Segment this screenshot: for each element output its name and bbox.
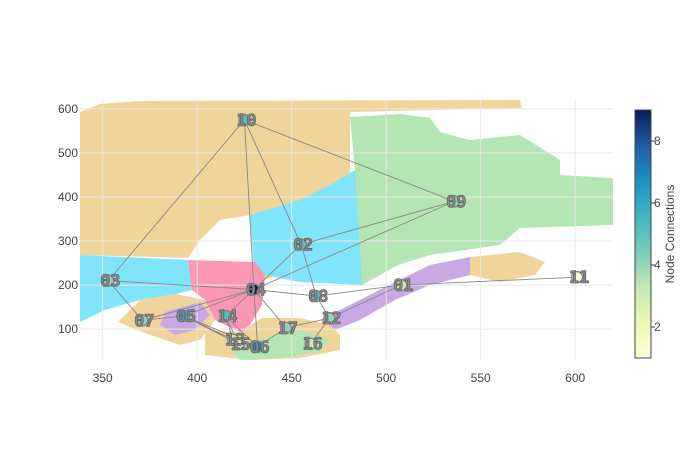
node-07[interactable] (136, 314, 149, 327)
edge-01-12 (329, 284, 402, 319)
edge-03-07 (108, 280, 143, 321)
node-04[interactable] (247, 283, 261, 296)
edge-04-06 (253, 289, 259, 347)
y-axis-ticks: 100 200 300 400 500 600 (58, 102, 78, 336)
map-region-central-pink (188, 260, 265, 332)
edge-04-08 (253, 289, 317, 297)
node-label-09: 09 (446, 192, 466, 212)
node-16[interactable] (304, 337, 317, 350)
y-tick-label: 500 (58, 146, 78, 160)
node-label-16: 16 (302, 335, 322, 355)
y-tick-label: 400 (58, 190, 78, 204)
x-tick-label: 550 (471, 371, 491, 385)
node-label-08: 08 (308, 287, 328, 307)
node-06[interactable] (251, 340, 264, 354)
map-region-east-tan (470, 252, 545, 282)
node-11[interactable] (570, 270, 584, 284)
edge-12-17 (285, 317, 330, 329)
edge-05-07 (142, 315, 185, 321)
x-tick-label: 600 (565, 371, 585, 385)
colorbar-tick-label: 4 (654, 258, 661, 272)
map-region-west-cyan (80, 255, 192, 322)
y-tick-label: 200 (58, 278, 78, 292)
edge-02-09 (301, 200, 455, 245)
map-region-east-green (350, 114, 613, 285)
background-map (80, 100, 613, 360)
node-label-03: 03 (100, 272, 120, 292)
node-label-01: 01 (393, 276, 413, 296)
node-12[interactable] (323, 311, 336, 325)
node-17[interactable] (279, 321, 293, 335)
colorbar-ticks: 2 4 6 8 (651, 134, 661, 334)
edge-02-08 (300, 244, 317, 297)
gridlines (80, 100, 613, 360)
edge-04-07 (142, 289, 255, 321)
node-label-11: 11 (569, 268, 589, 288)
edge-06-05 (183, 315, 258, 348)
edge-06-14 (225, 315, 258, 348)
edge-04-17 (253, 289, 287, 329)
colorbar-tick-label: 6 (654, 196, 661, 210)
node-14[interactable] (219, 309, 232, 323)
edge-08-01 (316, 284, 402, 297)
y-tick-label: 100 (58, 322, 78, 336)
node-08[interactable] (310, 289, 323, 303)
network-nodes (102, 113, 584, 354)
node-label-15: 15 (231, 335, 251, 355)
x-tick-label: 350 (93, 371, 113, 385)
node-label-17: 17 (278, 319, 298, 339)
colorbar-frame (634, 109, 652, 359)
node-05[interactable] (177, 309, 191, 323)
edge-10-03 (108, 119, 245, 281)
x-tick-label: 400 (187, 371, 207, 385)
edge-04-09 (253, 200, 455, 290)
edge-04-03 (108, 280, 254, 290)
y-tick-label: 300 (58, 234, 78, 248)
x-tick-label: 450 (282, 371, 302, 385)
map-region-south-green (230, 330, 330, 360)
node-label-02: 02 (293, 236, 313, 256)
edge-10-02 (244, 119, 302, 245)
map-region-north-tan (80, 100, 522, 282)
colorbar-tick-label: 8 (654, 134, 661, 148)
node-label-05: 05 (176, 307, 196, 327)
node-label-10: 10 (236, 111, 256, 131)
edge-04-14 (225, 289, 255, 317)
edge-10-09 (244, 119, 455, 202)
colorbar-tick-label: 2 (654, 320, 661, 334)
node-label-14: 14 (217, 307, 237, 327)
edge-04-02 (253, 244, 302, 290)
node-label-04: 04 (246, 280, 266, 300)
colorbar: 2 4 6 8 Node Connections (634, 109, 677, 359)
node-09[interactable] (447, 195, 461, 208)
node-15[interactable] (232, 337, 246, 351)
node-label-13: 13 (225, 331, 245, 351)
y-tick-label: 600 (58, 102, 78, 116)
map-region-river-purple (320, 257, 485, 330)
node-10[interactable] (238, 113, 251, 127)
map-region-gulf-white (440, 112, 505, 140)
node-01[interactable] (395, 278, 408, 292)
edge-04-10 (243, 119, 255, 290)
node-label-06: 06 (249, 338, 269, 358)
edge-01-11 (401, 276, 578, 286)
edge-04-05 (183, 289, 255, 317)
x-axis-ticks: 350 400 450 500 550 600 (93, 371, 586, 385)
node-02[interactable] (294, 238, 308, 251)
x-tick-label: 500 (376, 371, 396, 385)
map-region-central-cyan (250, 170, 362, 285)
node-label-12: 12 (321, 309, 341, 329)
node-03[interactable] (102, 274, 115, 287)
node-label-07: 07 (134, 311, 154, 331)
colorbar-title: Node Connections (663, 185, 677, 284)
